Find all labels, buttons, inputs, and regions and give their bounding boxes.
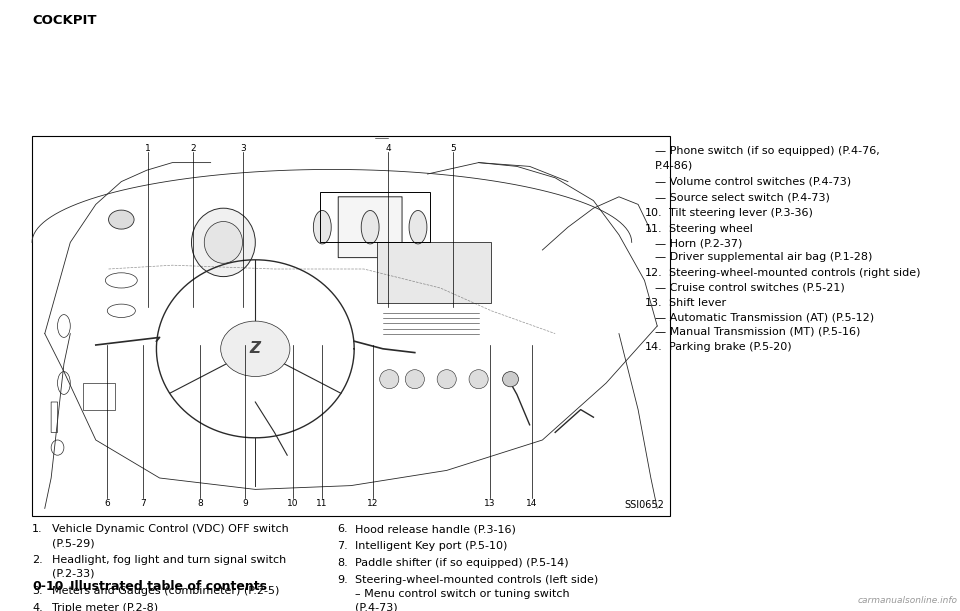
Text: 13.: 13.	[645, 298, 662, 308]
Ellipse shape	[469, 370, 489, 389]
Text: P.4-86): P.4-86)	[655, 160, 693, 170]
Ellipse shape	[437, 370, 456, 389]
Text: 5: 5	[450, 144, 456, 153]
Ellipse shape	[191, 208, 255, 277]
Bar	[376, 243, 492, 303]
FancyBboxPatch shape	[338, 197, 402, 258]
Text: 1: 1	[145, 144, 151, 153]
Text: 9: 9	[242, 499, 248, 508]
Text: SSI0652: SSI0652	[624, 500, 664, 510]
Text: 14: 14	[526, 499, 538, 508]
Text: — Manual Transmission (MT) (P.5-16): — Manual Transmission (MT) (P.5-16)	[655, 326, 860, 336]
Text: 8: 8	[197, 499, 203, 508]
Text: 0-10: 0-10	[32, 580, 63, 593]
Text: Vehicle Dynamic Control (VDC) OFF switch: Vehicle Dynamic Control (VDC) OFF switch	[52, 524, 289, 534]
Text: 2: 2	[190, 144, 196, 153]
Ellipse shape	[108, 210, 134, 229]
Text: 11.: 11.	[645, 224, 662, 234]
Text: 10: 10	[287, 499, 299, 508]
Text: 14.: 14.	[645, 342, 662, 352]
Text: Steering-wheel-mounted controls (left side): Steering-wheel-mounted controls (left si…	[355, 575, 598, 585]
Text: Steering wheel: Steering wheel	[669, 224, 753, 234]
Text: Meters and Gauges (combimeter) (P.2-5): Meters and Gauges (combimeter) (P.2-5)	[52, 586, 279, 596]
Text: Tilt steering lever (P.3-36): Tilt steering lever (P.3-36)	[669, 208, 813, 218]
Ellipse shape	[313, 210, 331, 244]
Text: (P.5-29): (P.5-29)	[52, 538, 95, 548]
Text: 6.: 6.	[337, 524, 348, 534]
Text: 6: 6	[104, 499, 109, 508]
Bar	[320, 192, 430, 243]
Text: 12.: 12.	[645, 268, 662, 278]
Text: 11: 11	[316, 499, 327, 508]
Text: 10.: 10.	[645, 208, 662, 218]
Text: 2.: 2.	[32, 555, 43, 565]
Bar	[32, 136, 670, 516]
Text: 13: 13	[484, 499, 495, 508]
Text: — Phone switch (if so equipped) (P.4-76,: — Phone switch (if so equipped) (P.4-76,	[655, 146, 879, 156]
Text: — Volume control switches (P.4-73): — Volume control switches (P.4-73)	[655, 176, 852, 186]
Text: 1.: 1.	[32, 524, 42, 534]
Text: carmanualsonline.info: carmanualsonline.info	[858, 596, 958, 605]
Ellipse shape	[405, 370, 424, 389]
Text: 12: 12	[368, 499, 378, 508]
Text: — Horn (P.2-37): — Horn (P.2-37)	[655, 238, 742, 248]
Text: — Source select switch (P.4-73): — Source select switch (P.4-73)	[655, 192, 829, 202]
Text: (P.4-73): (P.4-73)	[355, 603, 397, 611]
Ellipse shape	[380, 370, 398, 389]
Text: Triple meter (P.2-8): Triple meter (P.2-8)	[52, 603, 158, 611]
Text: Z: Z	[250, 342, 261, 356]
Ellipse shape	[502, 371, 518, 387]
Text: 3.: 3.	[32, 586, 42, 596]
Ellipse shape	[409, 210, 427, 244]
Text: 4: 4	[385, 144, 391, 153]
Text: — Automatic Transmission (AT) (P.5-12): — Automatic Transmission (AT) (P.5-12)	[655, 312, 875, 322]
Text: 9.: 9.	[337, 575, 348, 585]
Text: 3: 3	[240, 144, 246, 153]
Text: Parking brake (P.5-20): Parking brake (P.5-20)	[669, 342, 792, 352]
Text: — Cruise control switches (P.5-21): — Cruise control switches (P.5-21)	[655, 282, 845, 292]
Text: – Menu control switch or tuning switch: – Menu control switch or tuning switch	[355, 589, 569, 599]
Text: COCKPIT: COCKPIT	[32, 14, 97, 27]
Text: — Driver supplemental air bag (P.1-28): — Driver supplemental air bag (P.1-28)	[655, 252, 873, 262]
Text: 7.: 7.	[337, 541, 348, 551]
Text: 4.: 4.	[32, 603, 43, 611]
Text: (P.2-33): (P.2-33)	[52, 569, 94, 579]
Ellipse shape	[221, 321, 290, 376]
Text: 8.: 8.	[337, 558, 348, 568]
Text: Steering-wheel-mounted controls (right side): Steering-wheel-mounted controls (right s…	[669, 268, 921, 278]
Ellipse shape	[204, 222, 243, 263]
Text: 7: 7	[140, 499, 146, 508]
Text: Intelligent Key port (P.5-10): Intelligent Key port (P.5-10)	[355, 541, 508, 551]
Text: Shift lever: Shift lever	[669, 298, 726, 308]
Bar	[83, 383, 115, 409]
Text: Hood release handle (P.3-16): Hood release handle (P.3-16)	[355, 524, 516, 534]
Text: Headlight, fog light and turn signal switch: Headlight, fog light and turn signal swi…	[52, 555, 286, 565]
Text: Paddle shifter (if so equipped) (P.5-14): Paddle shifter (if so equipped) (P.5-14)	[355, 558, 568, 568]
Ellipse shape	[361, 210, 379, 244]
Text: Illustrated table of contents: Illustrated table of contents	[70, 580, 267, 593]
